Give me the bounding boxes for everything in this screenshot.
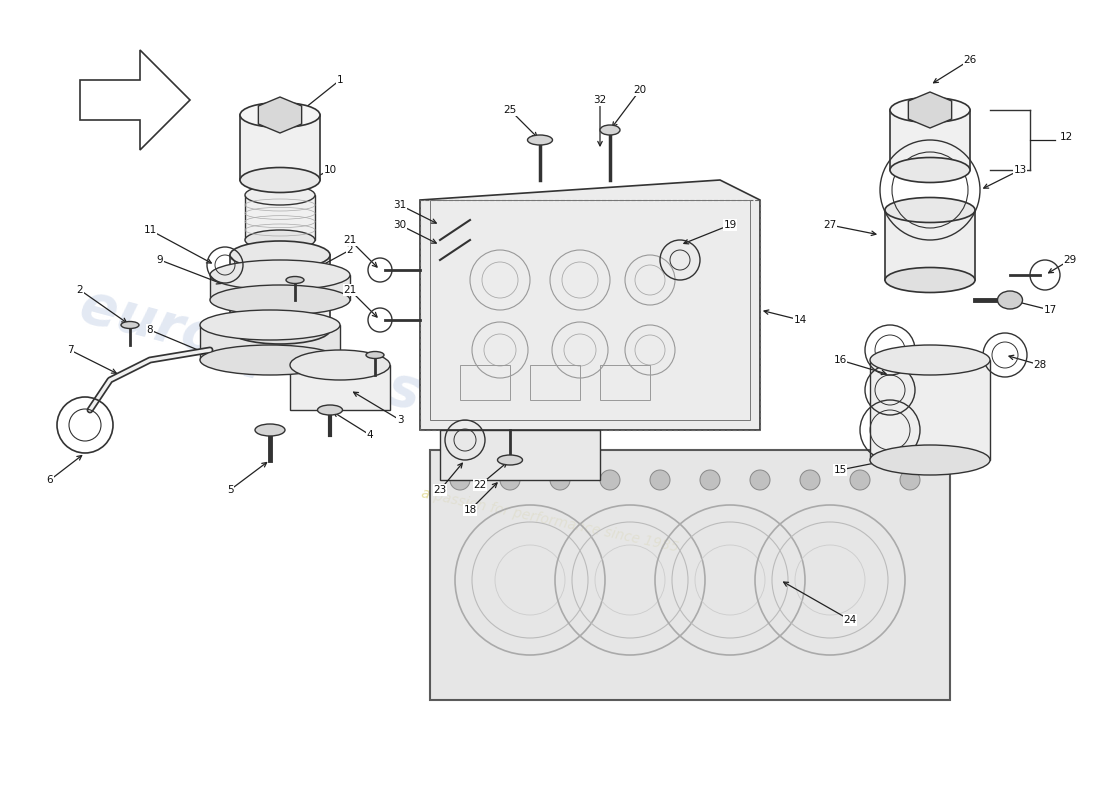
Ellipse shape (210, 285, 350, 315)
Ellipse shape (240, 167, 320, 193)
Text: 22: 22 (473, 480, 486, 490)
Polygon shape (430, 450, 950, 700)
Bar (600, 365, 650, 400)
Text: 8: 8 (146, 325, 153, 335)
Circle shape (850, 470, 870, 490)
Polygon shape (909, 92, 952, 128)
Text: 17: 17 (1044, 305, 1057, 315)
Bar (440, 430, 600, 480)
Text: 25: 25 (504, 105, 517, 115)
Ellipse shape (245, 185, 315, 205)
Text: 2: 2 (77, 285, 84, 295)
Text: 26: 26 (964, 55, 977, 65)
Polygon shape (420, 180, 760, 430)
Ellipse shape (366, 351, 384, 358)
Ellipse shape (290, 350, 390, 380)
Text: 21: 21 (343, 285, 356, 295)
Text: 9: 9 (156, 255, 163, 265)
Circle shape (450, 470, 470, 490)
Circle shape (550, 470, 570, 490)
Ellipse shape (886, 198, 975, 222)
Ellipse shape (497, 455, 522, 465)
Text: 20: 20 (634, 85, 647, 95)
Ellipse shape (245, 230, 315, 250)
Text: 30: 30 (394, 220, 407, 230)
Ellipse shape (200, 345, 340, 375)
Text: a passion for performance since 1985: a passion for performance since 1985 (420, 486, 680, 554)
Text: 24: 24 (844, 615, 857, 625)
Text: 16: 16 (834, 355, 847, 365)
Ellipse shape (886, 267, 975, 293)
Text: 32: 32 (593, 95, 606, 105)
Bar (430, 200, 750, 420)
Ellipse shape (998, 291, 1023, 309)
Text: 4: 4 (366, 430, 373, 440)
Text: 29: 29 (1064, 255, 1077, 265)
Ellipse shape (528, 135, 552, 145)
Polygon shape (258, 97, 301, 133)
Text: 18: 18 (463, 505, 476, 515)
Text: 1: 1 (337, 75, 343, 85)
Circle shape (500, 470, 520, 490)
Circle shape (750, 470, 770, 490)
Text: 27: 27 (824, 220, 837, 230)
Ellipse shape (870, 345, 990, 375)
Bar (210, 275, 350, 300)
Ellipse shape (240, 102, 320, 127)
Text: 11: 11 (143, 225, 156, 235)
Text: 5: 5 (227, 485, 233, 495)
Text: 2: 2 (346, 245, 353, 255)
Text: 28: 28 (1033, 360, 1046, 370)
Circle shape (900, 470, 920, 490)
Bar (530, 365, 580, 400)
Ellipse shape (600, 125, 620, 135)
Text: 3: 3 (397, 415, 404, 425)
Text: 15: 15 (834, 465, 847, 475)
Ellipse shape (230, 241, 330, 269)
Text: 13: 13 (1013, 165, 1026, 175)
Ellipse shape (318, 405, 342, 415)
Text: 12: 12 (1060, 132, 1074, 142)
Ellipse shape (200, 310, 340, 340)
Ellipse shape (121, 322, 139, 329)
Text: 19: 19 (724, 220, 737, 230)
Bar (200, 325, 340, 360)
Ellipse shape (870, 445, 990, 475)
Ellipse shape (890, 158, 970, 182)
Text: 10: 10 (323, 165, 337, 175)
Ellipse shape (286, 277, 304, 283)
Text: 7: 7 (67, 345, 74, 355)
Text: 14: 14 (793, 315, 806, 325)
Text: eurospares: eurospares (74, 278, 427, 422)
Bar (240, 115, 320, 180)
Bar (420, 200, 760, 430)
Ellipse shape (210, 260, 350, 290)
Bar (886, 210, 975, 280)
Ellipse shape (230, 316, 330, 344)
Polygon shape (80, 50, 190, 150)
Circle shape (600, 470, 620, 490)
Text: 31: 31 (394, 200, 407, 210)
Ellipse shape (255, 424, 285, 436)
Circle shape (700, 470, 720, 490)
Polygon shape (290, 365, 390, 410)
Bar (230, 255, 330, 330)
Circle shape (650, 470, 670, 490)
Bar (245, 195, 315, 240)
Text: 23: 23 (433, 485, 447, 495)
Circle shape (800, 470, 820, 490)
Text: 6: 6 (46, 475, 53, 485)
Bar (870, 360, 990, 460)
Ellipse shape (890, 98, 970, 122)
Text: 21: 21 (343, 235, 356, 245)
Bar (460, 365, 510, 400)
Bar (890, 110, 970, 170)
